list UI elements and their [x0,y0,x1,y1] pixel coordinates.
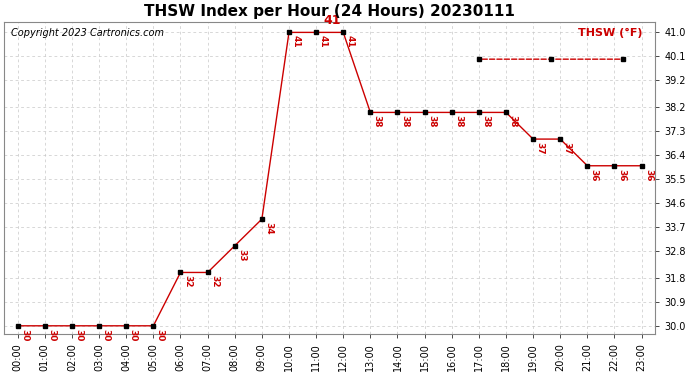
Text: THSW (°F): THSW (°F) [578,28,642,38]
Text: 38: 38 [509,115,518,128]
Text: 36: 36 [644,168,653,181]
Text: 38: 38 [400,115,409,128]
Text: Copyright 2023 Cartronics.com: Copyright 2023 Cartronics.com [10,28,164,38]
Text: 37: 37 [535,142,544,154]
Text: 30: 30 [156,328,165,341]
Text: 33: 33 [237,249,246,261]
Text: 30: 30 [101,328,110,341]
Text: 30: 30 [48,328,57,341]
Text: 38: 38 [427,115,436,128]
Text: 38: 38 [482,115,491,128]
Text: 41: 41 [324,14,341,27]
Text: 32: 32 [210,275,219,288]
Text: 41: 41 [346,35,355,48]
Text: 30: 30 [75,328,83,341]
Text: 36: 36 [590,168,599,181]
Text: 41: 41 [291,35,300,48]
Text: 38: 38 [373,115,382,128]
Text: 38: 38 [454,115,463,128]
Text: 37: 37 [562,142,572,154]
Text: 32: 32 [183,275,192,288]
Text: 30: 30 [20,328,29,341]
Text: 36: 36 [617,168,626,181]
Text: 30: 30 [128,328,138,341]
Text: 34: 34 [264,222,273,234]
Text: 41: 41 [319,35,328,48]
Title: THSW Index per Hour (24 Hours) 20230111: THSW Index per Hour (24 Hours) 20230111 [144,4,515,19]
